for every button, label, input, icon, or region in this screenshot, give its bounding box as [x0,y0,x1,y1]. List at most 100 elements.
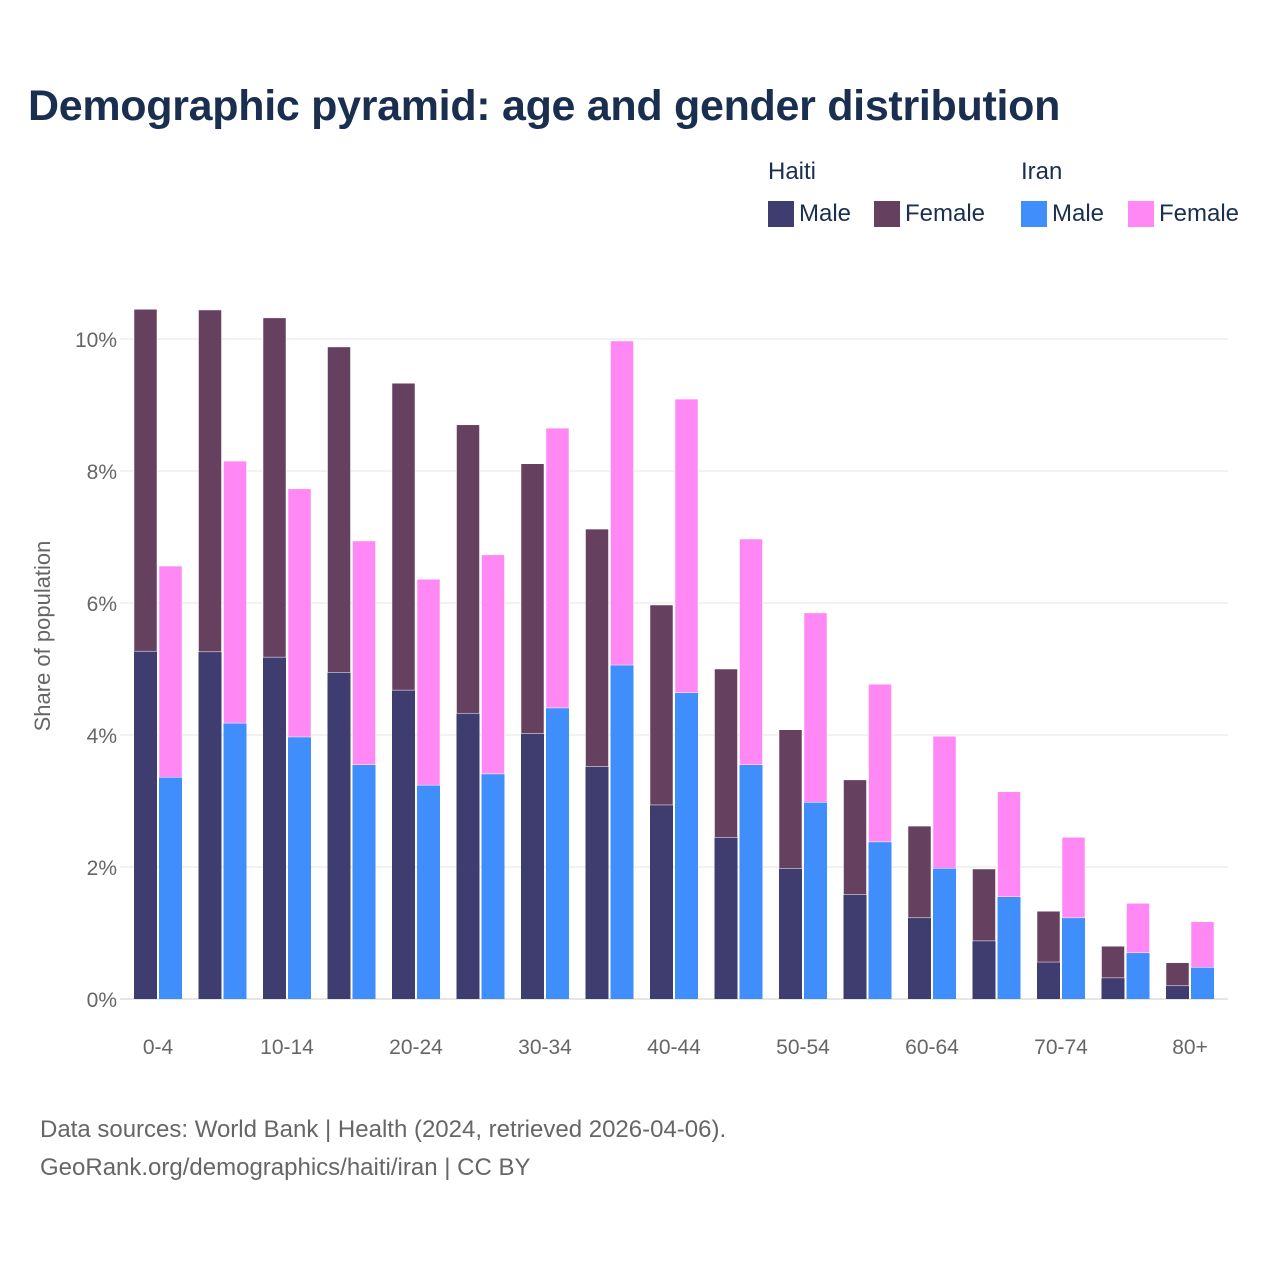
bar-haiti-female [262,317,287,658]
bar-haiti-female [778,729,803,869]
bar-haiti-male [843,894,867,999]
bar-iran-male [352,764,376,999]
bar-iran-male [739,764,763,999]
legend-swatch [1128,201,1154,227]
legend-haiti-male[interactable]: Male [768,200,851,228]
x-tick-label: 40-44 [647,1036,701,1059]
bar-haiti-male [1037,962,1060,999]
bar-haiti-female [907,825,932,919]
bar-haiti-female [649,604,674,806]
legend-label: Female [1159,200,1240,227]
bar-iran-male [417,785,440,999]
bar-iran-male [1062,917,1085,999]
y-tick-label: 10% [75,329,117,352]
bar-iran-female [739,538,763,765]
legend-iran-male[interactable]: Male [1021,200,1104,228]
bar-iran-female [1061,837,1086,919]
bar-iran-female [545,427,570,709]
bar-haiti-female [714,668,738,838]
bar-haiti-male [134,651,157,999]
y-tick-label: 2% [87,857,117,880]
bar-iran-male [868,841,892,999]
x-tick-label: 60-64 [905,1036,959,1059]
legend-haiti-female[interactable]: Female [874,200,985,228]
bar-iran-male [610,665,634,999]
bar-iran-female [352,540,376,765]
bar-haiti-male [779,868,802,999]
bar-iran-female [997,791,1021,897]
bar-iran-female [610,340,634,666]
bar-iran-female [1190,921,1215,968]
y-tick-label: 6% [87,593,117,616]
x-tick-label: 50-54 [776,1036,830,1059]
y-tick-label: 4% [87,725,117,748]
bar-haiti-male [263,657,286,999]
bar-iran-male [546,707,569,999]
x-tick-label: 10-14 [260,1036,314,1059]
bar-iran-female [287,488,312,738]
legend-swatch [874,201,900,227]
bar-haiti-male [1101,977,1125,999]
bar-iran-male [288,736,311,999]
bar-haiti-male [972,940,996,999]
bar-iran-male [481,773,505,999]
x-tick-label: 0-4 [143,1036,174,1059]
bar-iran-male [804,802,827,999]
bar-haiti-male [521,733,544,999]
bar-iran-female [158,565,183,778]
bar-haiti-male [650,804,673,999]
bar-iran-female [803,612,828,803]
bar-haiti-female [391,382,416,691]
x-tick-label: 80+ [1172,1036,1208,1059]
bar-iran-female [674,398,699,694]
legend-label: Male [1052,200,1105,227]
source-link[interactable]: GeoRank.org/demographics/haiti/iran | CC… [40,1154,531,1181]
x-tick-label: 70-74 [1034,1036,1088,1059]
bar-haiti-male [198,651,222,999]
x-tick-label: 30-34 [518,1036,572,1059]
bar-haiti-female [843,779,867,895]
bar-haiti-male [908,917,931,999]
legend-iran-female[interactable]: Female [1128,200,1239,228]
bar-haiti-female [198,309,222,653]
bar-iran-female [868,683,892,843]
bar-iran-male [997,896,1021,999]
bar-haiti-female [972,868,996,942]
legend-label: Male [799,200,852,227]
legend-label: Female [905,200,986,227]
legend-group-haiti: Haiti [768,158,817,185]
bar-iran-male [933,868,956,999]
bar-iran-female [932,736,957,869]
bar-iran-female [223,460,247,724]
bar-haiti-female [520,463,545,734]
bar-haiti-male [1166,985,1189,999]
chart-title: Demographic pyramid: age and gender dist… [28,82,1061,130]
bar-haiti-male [392,690,415,999]
legend-swatch [768,201,794,227]
y-axis-label: Share of population [30,541,55,732]
bar-iran-male [675,692,698,999]
bar-haiti-female [585,528,609,767]
bar-haiti-male [456,713,480,999]
y-tick-label: 0% [87,989,117,1012]
bar-iran-male [223,723,247,999]
bar-haiti-female [1036,910,1061,963]
bar-iran-female [1126,903,1150,954]
bar-haiti-male [585,766,609,999]
bar-haiti-male [714,837,738,999]
bar-haiti-female [1101,945,1125,979]
bar-haiti-female [327,346,351,673]
bar-haiti-female [456,424,480,714]
y-tick-label: 8% [87,461,117,484]
bar-iran-male [159,777,182,999]
bar-iran-male [1191,967,1214,999]
bar-haiti-female [133,309,158,652]
legend-group-iran: Iran [1021,158,1063,185]
bar-haiti-male [327,672,351,999]
source-text: Data sources: World Bank | Health (2024,… [40,1116,727,1143]
bar-iran-female [481,554,505,775]
bar-iran-male [1126,952,1150,999]
x-tick-label: 20-24 [389,1036,443,1059]
